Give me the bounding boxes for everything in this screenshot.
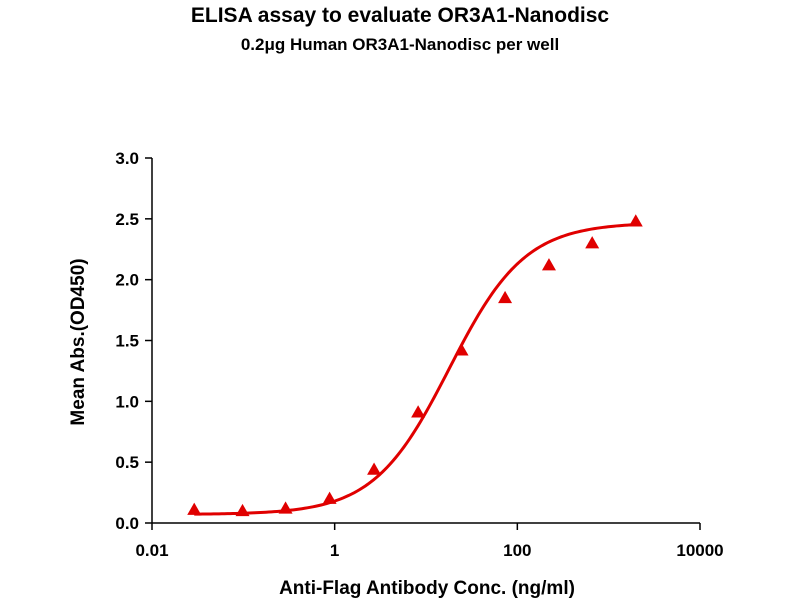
axes [151, 158, 700, 524]
data-point-triangle [628, 214, 643, 227]
data-point-triangle [585, 236, 600, 249]
fit-curve-group [194, 223, 636, 516]
data-point-triangle [541, 258, 556, 271]
y-tick-label: 1.0 [115, 392, 139, 411]
data-point-triangle [278, 501, 293, 514]
data-point-triangle [235, 503, 250, 517]
y-axis-ticks: 0.0 0.5 1.0 1.5 2.0 2.5 3.0 [115, 149, 152, 533]
y-tick-label: 2.0 [115, 271, 139, 290]
x-tick-label: 0.01 [135, 541, 168, 560]
y-tick-label: 2.5 [115, 210, 139, 229]
x-tick-label: 100 [503, 541, 531, 560]
y-axis-title: Mean Abs.(OD450) [68, 258, 89, 425]
x-tick-label: 1 [330, 541, 339, 560]
y-tick-label: 3.0 [115, 149, 139, 168]
data-points [187, 214, 643, 517]
x-axis-title: Anti-Flag Antibody Conc. (ng/ml) [279, 578, 575, 599]
data-point-triangle [454, 343, 469, 356]
data-point-triangle [367, 462, 382, 475]
chart-subtitle: 0.2μg Human OR3A1-Nanodisc per well [241, 35, 559, 54]
x-axis-ticks: 0.01 1 100 10000 [135, 523, 724, 560]
fit-curve [194, 223, 636, 516]
y-tick-label: 0.5 [115, 453, 139, 472]
data-point-triangle [411, 405, 426, 418]
data-point-triangle [322, 491, 337, 504]
x-tick-label: 10000 [676, 541, 723, 560]
y-tick-label: 0.0 [115, 514, 139, 533]
y-tick-label: 1.5 [115, 332, 139, 351]
data-point-triangle [498, 290, 513, 304]
data-point-triangle [187, 502, 202, 515]
chart-title: ELISA assay to evaluate OR3A1-Nanodisc [191, 4, 610, 27]
